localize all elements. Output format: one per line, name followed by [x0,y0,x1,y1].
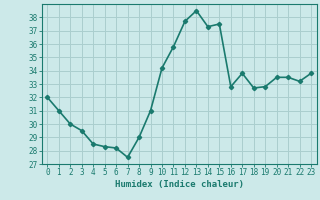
X-axis label: Humidex (Indice chaleur): Humidex (Indice chaleur) [115,180,244,189]
